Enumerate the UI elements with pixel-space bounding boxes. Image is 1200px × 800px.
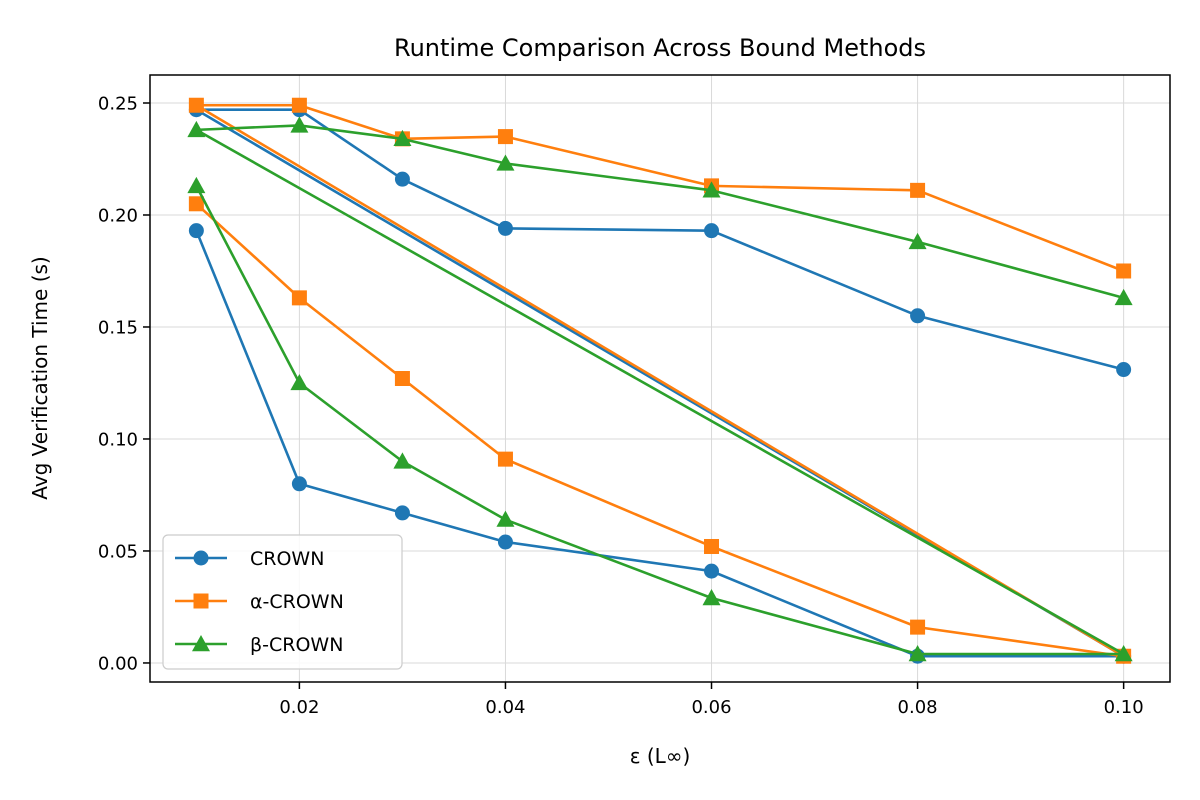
legend-item-triangle: β-CROWN (175, 634, 343, 656)
x-tick-label: 0.04 (485, 697, 525, 718)
data-point-circle (910, 308, 926, 324)
data-point-circle (394, 171, 410, 187)
legend-label-square: α-CROWN (250, 591, 344, 613)
legend-frame (162, 534, 403, 670)
y-axis-label: Avg Verification Time (s) (28, 256, 52, 499)
legend-label-circle: CROWN (250, 548, 324, 570)
data-point-square (704, 538, 720, 554)
x-tick-label: 0.06 (691, 697, 731, 718)
legend-marker-triangle (192, 635, 210, 652)
data-point-triangle (908, 645, 927, 662)
data-point-circle (704, 563, 720, 579)
data-point-square (497, 129, 513, 145)
x-axis-ticks: 0.02 0.04 0.06 0.08 0.10 (279, 682, 1144, 718)
y-tick-label: 0.25 (98, 93, 138, 114)
data-point-triangle (290, 373, 309, 391)
data-point-triangle (1114, 645, 1133, 662)
legend-marker-square (193, 593, 209, 609)
y-tick-label: 0.10 (98, 429, 138, 450)
series-line-circle (195, 108, 1125, 658)
data-point-circle (497, 534, 513, 550)
legend-label-triangle: β-CROWN (250, 634, 343, 656)
legend: CROWN α-CROWN β-CROWN (162, 534, 403, 670)
data-point-triangle (702, 181, 721, 198)
data-point-circle (497, 220, 513, 236)
data-point-square (497, 451, 513, 467)
data-point-circle (394, 505, 410, 521)
data-point-triangle (187, 120, 206, 138)
chart-title: Runtime Comparison Across Bound Methods (394, 34, 926, 62)
data-point-square (291, 290, 307, 306)
series-line-square (195, 103, 1125, 658)
data-point-square (394, 371, 410, 386)
y-tick-label: 0.05 (98, 541, 138, 562)
x-tick-label: 0.08 (898, 697, 938, 718)
series-square (188, 97, 1132, 664)
x-axis-label: ε (L∞) (630, 744, 691, 768)
x-tick-label: 0.02 (279, 697, 319, 718)
y-tick-label: 0.00 (98, 653, 138, 674)
series-layer (187, 97, 1133, 664)
data-point-triangle (908, 232, 927, 250)
data-point-square (910, 182, 926, 198)
data-point-circle (291, 476, 307, 492)
data-point-circle (704, 223, 720, 239)
data-point-square (910, 619, 926, 635)
data-point-square (1116, 263, 1132, 279)
data-point-triangle (496, 510, 515, 527)
legend-item-square: α-CROWN (175, 591, 344, 613)
data-point-square (188, 97, 204, 113)
y-tick-label: 0.15 (98, 317, 138, 338)
plot-frame (149, 74, 1171, 683)
series-triangle (187, 116, 1133, 662)
data-point-triangle (702, 589, 721, 606)
data-point-triangle (1114, 288, 1133, 306)
data-point-circle (1116, 362, 1132, 378)
legend-item-circle: CROWN (175, 548, 324, 570)
data-point-square (291, 97, 307, 113)
data-point-triangle (290, 116, 309, 133)
y-axis-ticks: 0.00 0.05 0.10 0.15 0.20 0.25 (98, 93, 150, 674)
data-point-triangle (393, 129, 412, 147)
series-line-triangle (195, 124, 1125, 656)
data-point-triangle (187, 176, 206, 194)
y-tick-label: 0.20 (98, 205, 138, 226)
data-point-triangle (496, 154, 515, 171)
legend-marker-circle (193, 550, 209, 566)
data-point-circle (188, 223, 204, 239)
data-point-triangle (393, 452, 412, 469)
x-tick-label: 0.10 (1104, 697, 1144, 718)
data-point-square (188, 196, 204, 212)
